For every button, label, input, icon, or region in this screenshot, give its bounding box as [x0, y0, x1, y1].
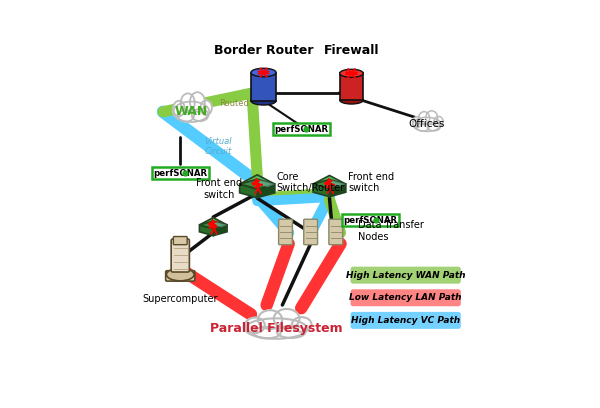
Text: Offices: Offices — [409, 120, 445, 129]
FancyBboxPatch shape — [173, 237, 187, 245]
Ellipse shape — [251, 97, 276, 105]
Polygon shape — [199, 225, 213, 235]
Text: Parallel Filesystem: Parallel Filesystem — [210, 322, 343, 335]
Text: Firewall: Firewall — [324, 44, 379, 57]
Text: Routed: Routed — [219, 99, 248, 108]
Text: High Latency VC Path: High Latency VC Path — [351, 316, 460, 325]
Text: Border Router: Border Router — [214, 44, 313, 57]
FancyBboxPatch shape — [278, 219, 292, 245]
Ellipse shape — [413, 117, 441, 131]
Text: perfSONAR: perfSONAR — [343, 216, 397, 225]
Ellipse shape — [178, 110, 194, 122]
FancyBboxPatch shape — [350, 312, 461, 329]
Ellipse shape — [173, 102, 209, 122]
Ellipse shape — [427, 122, 440, 131]
Polygon shape — [313, 175, 346, 188]
FancyBboxPatch shape — [350, 267, 461, 284]
Text: Core
Switch/Router: Core Switch/Router — [276, 172, 344, 193]
Ellipse shape — [419, 112, 430, 124]
Polygon shape — [239, 184, 257, 198]
Ellipse shape — [274, 309, 299, 328]
Ellipse shape — [434, 116, 443, 126]
Text: Low Latency LAN Path: Low Latency LAN Path — [349, 293, 462, 302]
Polygon shape — [313, 184, 329, 197]
Polygon shape — [257, 179, 275, 187]
FancyBboxPatch shape — [171, 239, 190, 272]
Ellipse shape — [292, 317, 311, 332]
Ellipse shape — [245, 317, 265, 333]
Ellipse shape — [251, 68, 276, 77]
Polygon shape — [239, 179, 275, 189]
Text: High Latency WAN Path: High Latency WAN Path — [346, 271, 466, 279]
FancyBboxPatch shape — [251, 73, 276, 101]
Ellipse shape — [190, 92, 205, 112]
Polygon shape — [199, 217, 227, 229]
Ellipse shape — [277, 326, 305, 338]
Ellipse shape — [181, 93, 195, 112]
Polygon shape — [239, 175, 275, 189]
Polygon shape — [257, 184, 275, 198]
Text: Front end
switch: Front end switch — [196, 178, 242, 200]
Ellipse shape — [340, 96, 363, 104]
Polygon shape — [213, 221, 227, 227]
Ellipse shape — [173, 101, 185, 116]
Ellipse shape — [192, 109, 208, 121]
Ellipse shape — [245, 318, 307, 339]
Ellipse shape — [253, 327, 281, 338]
Text: Front end
switch: Front end switch — [349, 172, 394, 193]
FancyBboxPatch shape — [350, 289, 461, 306]
Ellipse shape — [258, 310, 282, 329]
Text: WAN: WAN — [175, 105, 208, 118]
FancyBboxPatch shape — [166, 271, 195, 281]
Ellipse shape — [166, 268, 194, 281]
Ellipse shape — [426, 111, 437, 124]
Polygon shape — [329, 180, 346, 187]
Text: Data Transfer
Nodes: Data Transfer Nodes — [358, 220, 424, 242]
FancyBboxPatch shape — [340, 73, 363, 100]
Text: perfSONAR: perfSONAR — [153, 169, 208, 177]
Polygon shape — [313, 180, 346, 188]
Polygon shape — [329, 184, 346, 197]
Text: Virtual
Circuit: Virtual Circuit — [204, 137, 232, 156]
Text: perfSONAR: perfSONAR — [274, 124, 328, 133]
Ellipse shape — [413, 117, 422, 127]
Text: Supercomputer: Supercomputer — [143, 294, 218, 304]
Polygon shape — [199, 221, 227, 229]
Ellipse shape — [340, 69, 363, 77]
FancyBboxPatch shape — [329, 219, 343, 245]
Ellipse shape — [416, 123, 429, 131]
Ellipse shape — [200, 100, 212, 115]
FancyBboxPatch shape — [304, 219, 317, 245]
Polygon shape — [213, 225, 227, 235]
